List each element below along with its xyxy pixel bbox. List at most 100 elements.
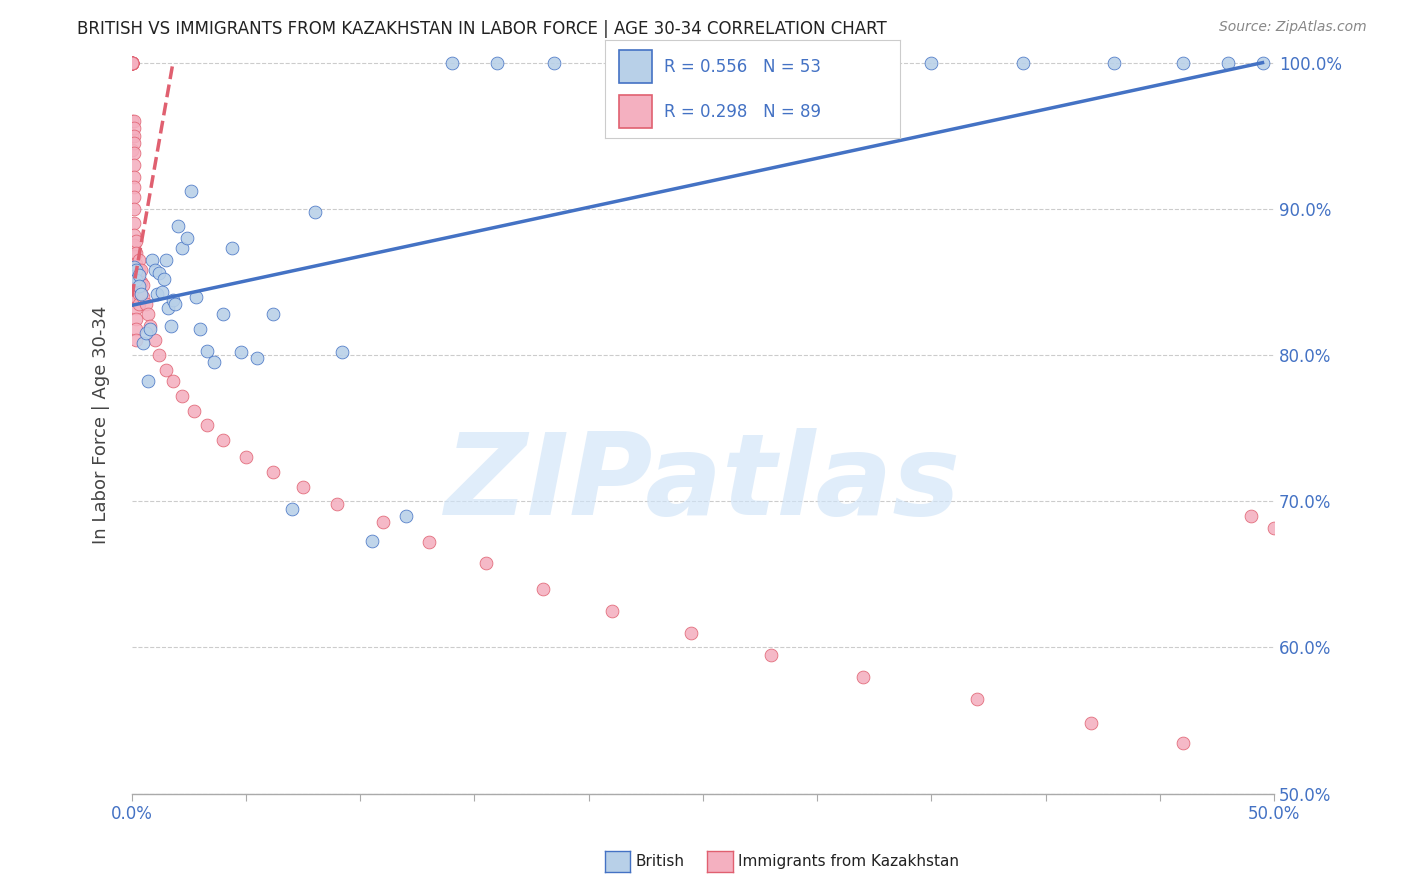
Point [190, 322, 212, 336]
Point [148, 348, 170, 362]
Point [121, 55, 143, 70]
Point [155, 253, 177, 268]
Point [1171, 735, 1194, 749]
Point [221, 241, 243, 255]
Point [125, 322, 148, 336]
Point [235, 450, 257, 465]
Point [1251, 55, 1274, 70]
Point [195, 418, 218, 433]
Point [125, 234, 148, 248]
Point [148, 266, 170, 280]
Point [172, 389, 194, 403]
Point [122, 269, 145, 284]
Point [121, 55, 143, 70]
Point [122, 180, 145, 194]
Point [246, 351, 269, 365]
Point [122, 260, 145, 275]
Point [1327, 570, 1350, 584]
Point [183, 403, 205, 417]
Point [122, 121, 145, 136]
Point [212, 433, 235, 447]
Point [132, 277, 155, 292]
Point [125, 257, 148, 271]
Point [195, 343, 218, 358]
Point [122, 169, 145, 184]
Point [129, 263, 152, 277]
Point [122, 136, 145, 150]
FancyBboxPatch shape [620, 95, 652, 128]
Point [162, 293, 184, 307]
Point [184, 289, 207, 303]
Point [263, 465, 285, 479]
Point [852, 670, 875, 684]
Point [176, 231, 198, 245]
Point [121, 55, 143, 70]
Point [128, 263, 150, 277]
Point [920, 55, 942, 70]
Point [292, 480, 315, 494]
Text: R = 0.298   N = 89: R = 0.298 N = 89 [664, 103, 821, 120]
Point [121, 55, 143, 70]
Text: Immigrants from Kazakhstan: Immigrants from Kazakhstan [738, 855, 959, 869]
Point [122, 293, 145, 307]
Point [1011, 55, 1033, 70]
Point [1322, 560, 1344, 574]
Point [122, 217, 145, 231]
Point [125, 245, 148, 260]
Point [1171, 55, 1194, 70]
Point [129, 275, 152, 289]
Point [360, 533, 382, 548]
Point [669, 55, 692, 70]
Point [231, 345, 253, 359]
Point [828, 55, 851, 70]
Point [600, 604, 623, 618]
Point [1102, 55, 1125, 70]
Text: British: British [636, 855, 685, 869]
Point [165, 297, 187, 311]
Point [125, 301, 148, 316]
Point [212, 307, 235, 321]
Point [1317, 553, 1340, 567]
Point [1313, 545, 1336, 559]
Point [326, 497, 349, 511]
Point [159, 318, 181, 333]
Point [202, 355, 225, 369]
Point [121, 55, 143, 70]
Point [475, 556, 498, 570]
Point [128, 279, 150, 293]
Point [304, 204, 326, 219]
Point [1080, 716, 1102, 731]
Point [121, 55, 143, 70]
Point [1285, 531, 1308, 545]
Point [129, 286, 152, 301]
Text: ZIPatlas: ZIPatlas [444, 428, 960, 539]
Point [121, 55, 143, 70]
Point [121, 55, 143, 70]
Point [263, 307, 285, 321]
Point [136, 307, 159, 321]
Point [122, 158, 145, 172]
Text: R = 0.556   N = 53: R = 0.556 N = 53 [664, 58, 821, 76]
Point [122, 190, 145, 204]
Point [122, 249, 145, 263]
Point [135, 297, 157, 311]
Point [143, 263, 166, 277]
Point [122, 114, 145, 128]
Point [122, 260, 145, 275]
Point [125, 289, 148, 303]
Point [128, 253, 150, 268]
Point [121, 55, 143, 70]
Point [132, 336, 155, 351]
Point [172, 241, 194, 255]
Point [121, 55, 143, 70]
Point [153, 272, 176, 286]
Point [122, 272, 145, 286]
Point [371, 515, 394, 529]
Point [125, 263, 148, 277]
Point [122, 146, 145, 161]
Point [139, 318, 162, 333]
Point [121, 144, 143, 158]
Point [1309, 541, 1331, 555]
Point [330, 345, 353, 359]
Point [125, 277, 148, 292]
